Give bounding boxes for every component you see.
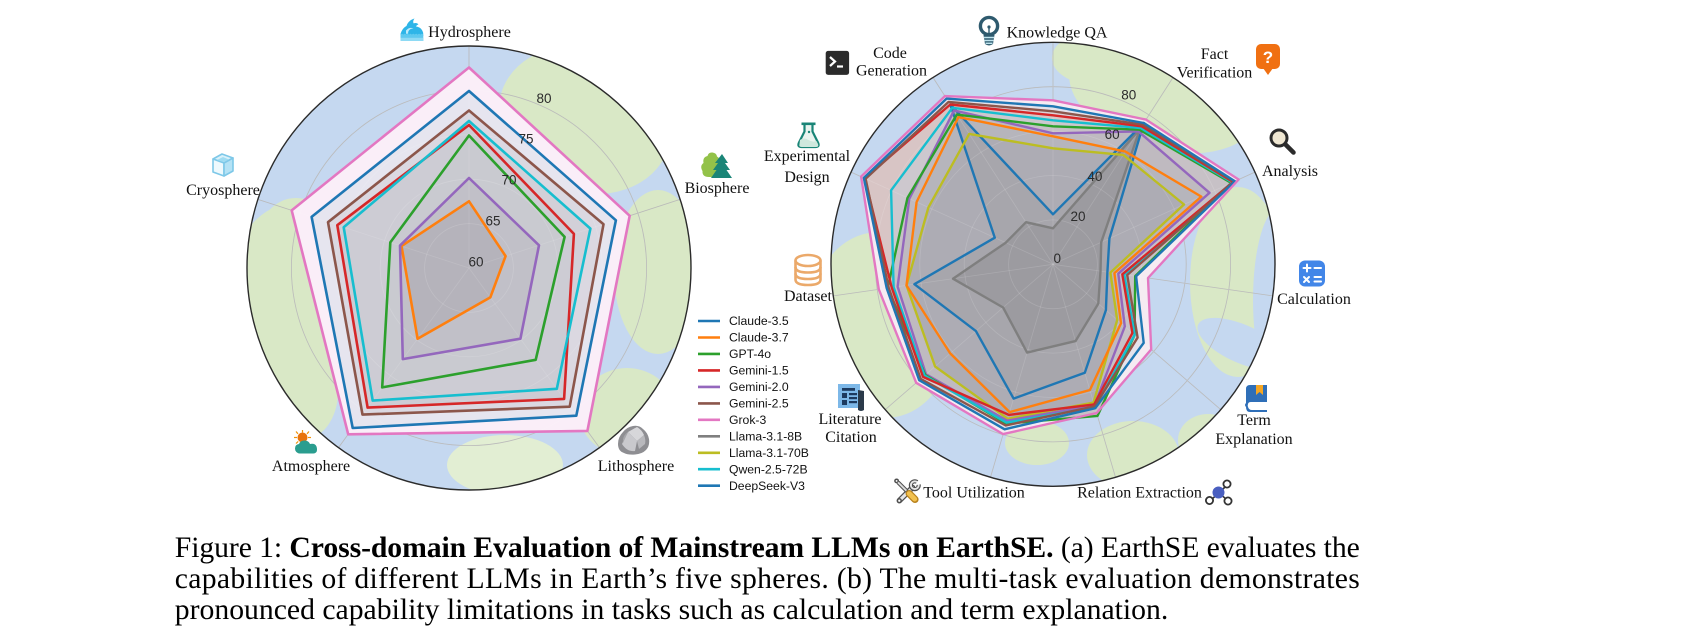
svg-text:60: 60 <box>468 255 483 270</box>
svg-text:60: 60 <box>1105 127 1120 142</box>
svg-text:?: ? <box>1263 48 1273 67</box>
svg-text:Term: Term <box>1237 412 1271 429</box>
svg-text:Design: Design <box>784 169 829 186</box>
svg-text:Generation: Generation <box>856 63 927 80</box>
svg-text:Figure 1: Cross-domain Evaluat: Figure 1: Cross-domain Evaluation of Mai… <box>175 532 1360 564</box>
svg-text:Dataset: Dataset <box>784 288 833 305</box>
svg-text:80: 80 <box>1121 88 1136 103</box>
svg-text:Biosphere: Biosphere <box>685 180 750 197</box>
svg-text:capabilities of different LLMs: capabilities of different LLMs in Earth’… <box>175 563 1360 595</box>
svg-text:Qwen-2.5-72B: Qwen-2.5-72B <box>729 462 808 476</box>
svg-text:Tool Utilization: Tool Utilization <box>923 485 1025 502</box>
svg-text:Llama-3.1-70B: Llama-3.1-70B <box>729 446 809 460</box>
svg-text:70: 70 <box>501 173 516 188</box>
svg-text:65: 65 <box>485 214 500 229</box>
svg-text:GPT-4o: GPT-4o <box>729 347 771 361</box>
svg-text:Gemini-1.5: Gemini-1.5 <box>729 364 789 378</box>
svg-text:20: 20 <box>1070 209 1085 224</box>
svg-text:Relation Extraction: Relation Extraction <box>1077 485 1202 502</box>
svg-text:0: 0 <box>1054 251 1062 266</box>
svg-text:DeepSeek-V3: DeepSeek-V3 <box>729 479 805 493</box>
svg-text:Explanation: Explanation <box>1215 431 1292 448</box>
svg-text:Gemini-2.0: Gemini-2.0 <box>729 380 789 394</box>
svg-text:75: 75 <box>518 132 533 147</box>
svg-text:Experimental: Experimental <box>764 148 851 165</box>
svg-text:Calculation: Calculation <box>1277 291 1351 308</box>
svg-text:Verification: Verification <box>1177 65 1253 82</box>
svg-text:Hydrosphere: Hydrosphere <box>428 24 511 41</box>
svg-text:Cryosphere: Cryosphere <box>186 182 260 199</box>
svg-text:Claude-3.5: Claude-3.5 <box>729 314 789 328</box>
svg-text:Citation: Citation <box>825 429 877 446</box>
svg-text:80: 80 <box>536 91 551 106</box>
svg-text:Atmosphere: Atmosphere <box>272 458 350 475</box>
svg-text:Code: Code <box>873 45 907 62</box>
svg-text:pronounced capability limitati: pronounced capability limitations in tas… <box>175 594 1168 626</box>
svg-text:Literature: Literature <box>818 411 881 428</box>
svg-text:40: 40 <box>1087 169 1102 184</box>
svg-text:Lithosphere: Lithosphere <box>598 458 674 475</box>
svg-text:Analysis: Analysis <box>1262 163 1318 180</box>
svg-text:Claude-3.7: Claude-3.7 <box>729 331 789 345</box>
svg-text:Fact: Fact <box>1201 46 1229 63</box>
svg-text:Grok-3: Grok-3 <box>729 413 766 427</box>
svg-text:Knowledge QA: Knowledge QA <box>1007 25 1108 42</box>
svg-text:Llama-3.1-8B: Llama-3.1-8B <box>729 430 802 444</box>
svg-text:Gemini-2.5: Gemini-2.5 <box>729 397 789 411</box>
